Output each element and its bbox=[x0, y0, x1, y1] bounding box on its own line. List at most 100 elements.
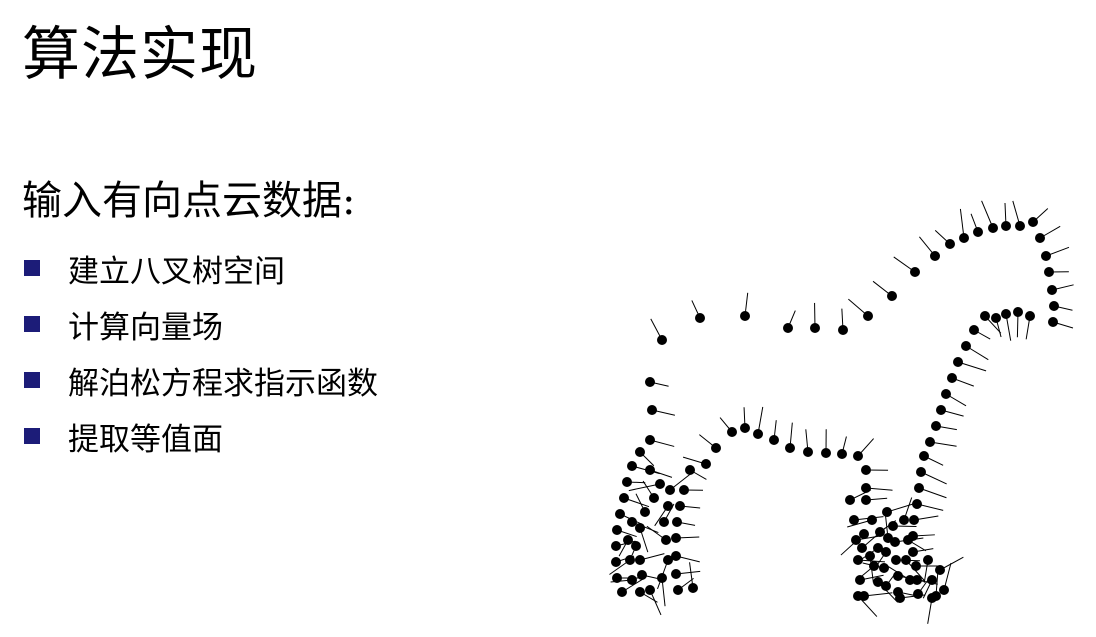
point-cloud-point bbox=[1048, 317, 1058, 327]
point-cloud-point bbox=[663, 501, 673, 511]
point-cloud-point bbox=[783, 323, 793, 333]
point-cloud-point bbox=[887, 291, 897, 301]
point-cloud-point bbox=[863, 311, 873, 321]
point-cloud-point bbox=[672, 517, 682, 527]
point-cloud-point bbox=[711, 443, 721, 453]
point-cloud-point bbox=[625, 555, 635, 565]
point-cloud-point bbox=[685, 465, 695, 475]
point-cloud-point bbox=[627, 517, 637, 527]
point-cloud-point bbox=[635, 447, 645, 457]
point-cloud-point bbox=[1001, 309, 1011, 319]
point-cloud-point bbox=[941, 389, 951, 399]
point-cloud-point bbox=[657, 335, 667, 345]
point-cloud-point bbox=[865, 551, 875, 561]
point-cloud-point bbox=[859, 529, 869, 539]
point-cloud-point bbox=[671, 551, 681, 561]
point-cloud-point bbox=[930, 251, 940, 261]
point-cloud-point bbox=[861, 495, 871, 505]
point-cloud-point bbox=[1025, 311, 1035, 321]
point-cloud-point bbox=[881, 547, 891, 557]
bullet-text: 解泊松方程求指示函数 bbox=[68, 365, 378, 402]
point-cloud-point bbox=[867, 515, 877, 525]
point-cloud-point bbox=[916, 467, 926, 477]
point-cloud-point bbox=[888, 521, 898, 531]
point-cloud-point bbox=[945, 239, 955, 249]
point-cloud-point bbox=[769, 435, 779, 445]
square-bullet-icon bbox=[24, 372, 40, 388]
square-bullet-icon bbox=[24, 428, 40, 444]
point-cloud-point bbox=[936, 405, 946, 415]
point-cloud-point bbox=[853, 591, 863, 601]
point-cloud-point bbox=[845, 495, 855, 505]
point-cloud-point bbox=[901, 555, 911, 565]
point-cloud-point bbox=[785, 443, 795, 453]
point-cloud-point bbox=[695, 313, 705, 323]
point-cloud-point bbox=[838, 325, 848, 335]
point-cloud-point bbox=[645, 377, 655, 387]
slide-title: 算法实现 bbox=[22, 20, 259, 88]
point-cloud-point bbox=[973, 227, 983, 237]
point-cloud-point bbox=[627, 575, 637, 585]
bullet-text: 计算向量场 bbox=[68, 309, 223, 346]
point-cloud-point bbox=[647, 405, 657, 415]
point-cloud-point bbox=[1041, 251, 1051, 261]
point-cloud-point bbox=[881, 581, 891, 591]
point-cloud-point bbox=[688, 583, 698, 593]
square-bullet-icon bbox=[24, 260, 40, 276]
point-cloud-point bbox=[657, 573, 667, 583]
point-cloud-point bbox=[879, 563, 889, 573]
point-cloud-point bbox=[908, 547, 918, 557]
point-cloud-point bbox=[883, 533, 893, 543]
point-cloud-point bbox=[919, 451, 929, 461]
point-cloud-point bbox=[740, 311, 750, 321]
point-cloud-point bbox=[1015, 221, 1025, 231]
point-cloud-point bbox=[893, 571, 903, 581]
point-cloud-point bbox=[911, 561, 921, 571]
point-cloud-point bbox=[953, 357, 963, 367]
point-cloud-point bbox=[810, 323, 820, 333]
point-cloud-point bbox=[727, 427, 737, 437]
point-cloud-point bbox=[837, 449, 847, 459]
point-cloud-point bbox=[869, 561, 879, 571]
point-cloud-point bbox=[631, 541, 641, 551]
point-cloud-point bbox=[991, 313, 1001, 323]
point-cloud-point bbox=[1001, 221, 1011, 231]
point-cloud-point bbox=[935, 565, 945, 575]
point-cloud-point bbox=[627, 461, 637, 471]
point-cloud-point bbox=[635, 555, 645, 565]
bullet-item-octree: 建立八叉树空间 bbox=[24, 240, 378, 296]
point-cloud-point bbox=[853, 451, 863, 461]
point-cloud-point bbox=[821, 448, 831, 458]
point-cloud-point bbox=[640, 507, 650, 517]
point-cloud-point bbox=[961, 341, 971, 351]
point-cloud-point bbox=[661, 535, 671, 545]
point-cloud-point bbox=[873, 577, 883, 587]
point-cloud-point bbox=[1035, 233, 1045, 243]
point-cloud-point bbox=[623, 535, 633, 545]
square-bullet-icon bbox=[24, 316, 40, 332]
point-cloud-point bbox=[895, 593, 905, 603]
point-cloud-point bbox=[927, 575, 937, 585]
point-cloud-point bbox=[675, 501, 685, 511]
point-cloud-point bbox=[891, 555, 901, 565]
point-cloud-point bbox=[645, 585, 655, 595]
point-cloud-point bbox=[615, 509, 625, 519]
point-cloud-point bbox=[611, 557, 621, 567]
point-cloud-point bbox=[947, 373, 957, 383]
point-cloud-point bbox=[1044, 267, 1054, 277]
point-normal bbox=[628, 483, 661, 492]
point-cloud-point bbox=[923, 555, 933, 565]
point-cloud-point bbox=[753, 429, 763, 439]
point-cloud-point bbox=[612, 525, 622, 535]
point-cloud-point bbox=[1049, 301, 1059, 311]
point-cloud-point bbox=[905, 575, 915, 585]
point-cloud-point bbox=[849, 515, 859, 525]
point-cloud-point bbox=[861, 465, 871, 475]
point-cloud-point bbox=[873, 543, 883, 553]
point-cloud-point bbox=[861, 483, 871, 493]
point-cloud-point bbox=[619, 493, 629, 503]
point-cloud-point bbox=[671, 569, 681, 579]
point-cloud-point bbox=[612, 573, 622, 583]
point-cloud-point bbox=[914, 483, 924, 493]
point-cloud-point bbox=[980, 311, 990, 321]
